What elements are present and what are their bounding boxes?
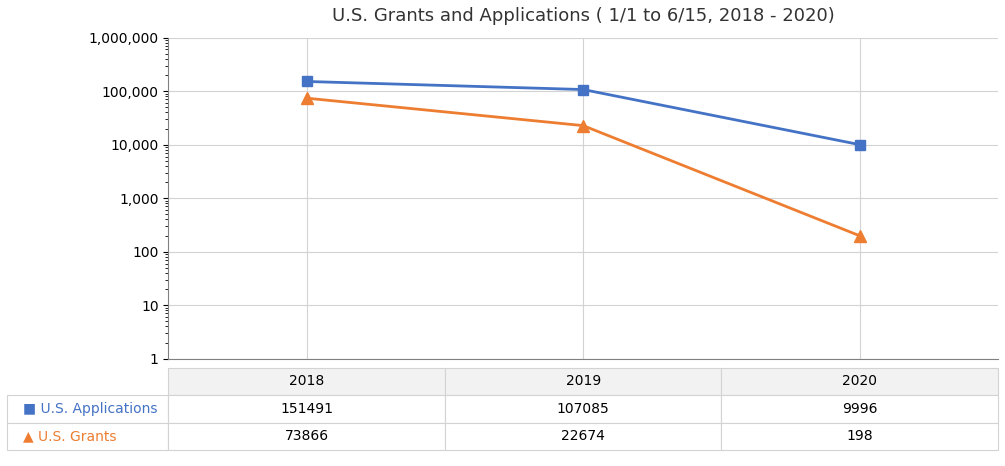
Title: U.S. Grants and Applications ( 1/1 to 6/15, 2018 - 2020): U.S. Grants and Applications ( 1/1 to 6/… xyxy=(332,7,834,25)
